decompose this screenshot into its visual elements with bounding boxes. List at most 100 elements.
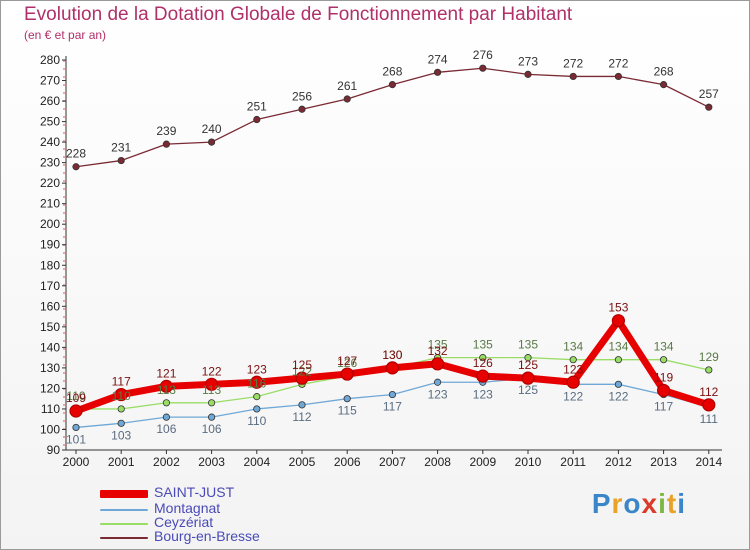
point-montagnat-2007 bbox=[388, 390, 396, 399]
point-ceyz-riat-2009 bbox=[479, 354, 487, 362]
data-label-montagnat-2011: 122 bbox=[563, 389, 583, 403]
point-montagnat-2006 bbox=[343, 395, 351, 403]
point-saint-just-2005 bbox=[295, 371, 309, 385]
y-tick-label-150: 150 bbox=[40, 320, 60, 334]
point-bourg-en-bresse-2002 bbox=[162, 140, 170, 148]
point-bourg-en-bresse-2009 bbox=[479, 64, 487, 72]
y-tick-label-270: 270 bbox=[40, 74, 60, 88]
data-label-saint-just-2000: 109 bbox=[66, 391, 86, 405]
data-label-saint-just-2010: 125 bbox=[518, 358, 538, 372]
data-label-bourg-en-bresse-2008: 274 bbox=[428, 52, 448, 66]
data-label-ceyz-riat-2006: 126 bbox=[337, 356, 357, 370]
point-saint-just-2000 bbox=[69, 404, 83, 418]
data-label-saint-just-2007: 130 bbox=[382, 348, 402, 362]
data-label-montagnat-2012: 122 bbox=[608, 389, 628, 403]
data-label-ceyz-riat-2005: 122 bbox=[292, 364, 312, 378]
data-label-saint-just-2014: 112 bbox=[699, 385, 718, 399]
legend-swatch-bourg-en-bresse bbox=[100, 537, 148, 539]
x-tick-label-2007: 2007 bbox=[379, 455, 406, 469]
data-label-ceyz-riat-2003: 113 bbox=[202, 383, 221, 397]
data-label-ceyz-riat-2012: 134 bbox=[608, 340, 628, 354]
point-bourg-en-bresse-2010 bbox=[524, 70, 532, 78]
data-label-bourg-en-bresse-2013: 268 bbox=[654, 65, 674, 79]
y-tick-label-120: 120 bbox=[40, 381, 60, 395]
data-label-bourg-en-bresse-2005: 256 bbox=[292, 89, 312, 103]
point-ceyz-riat-2011 bbox=[569, 356, 577, 364]
point-bourg-en-bresse-2008 bbox=[433, 68, 442, 76]
data-label-bourg-en-bresse-2004: 251 bbox=[247, 100, 267, 114]
data-label-ceyz-riat-2014: 129 bbox=[699, 350, 719, 364]
y-tick-label-170: 170 bbox=[40, 279, 60, 293]
data-label-bourg-en-bresse-2011: 272 bbox=[563, 56, 583, 70]
data-label-ceyz-riat-2000: 110 bbox=[66, 389, 85, 403]
legend-label-bourg-en-bresse: Bourg-en-Bresse bbox=[154, 528, 260, 544]
chart-title: Evolution de la Dotation Globale de Fonc… bbox=[24, 4, 573, 25]
x-tick-label-2012: 2012 bbox=[605, 455, 632, 469]
point-ceyz-riat-2012 bbox=[614, 356, 623, 364]
data-label-montagnat-2008: 123 bbox=[428, 387, 448, 401]
data-label-montagnat-2004: 110 bbox=[247, 414, 266, 428]
point-montagnat-2002 bbox=[162, 413, 170, 421]
point-saint-just-2002 bbox=[159, 379, 173, 393]
x-tick-label-2000: 2000 bbox=[63, 455, 90, 469]
x-tick-label-2003: 2003 bbox=[198, 455, 225, 469]
point-saint-just-2009 bbox=[476, 369, 490, 383]
data-label-bourg-en-bresse-2012: 272 bbox=[608, 56, 628, 70]
legend-label-ceyzeriat: Ceyzériat bbox=[154, 514, 214, 530]
data-label-saint-just-2008: 132 bbox=[428, 344, 448, 358]
y-tick-label-200: 200 bbox=[40, 217, 60, 231]
y-tick-label-130: 130 bbox=[40, 361, 60, 375]
data-label-saint-just-2011: 123 bbox=[563, 362, 583, 376]
point-saint-just-2004 bbox=[250, 375, 264, 389]
data-label-bourg-en-bresse-2010: 273 bbox=[518, 54, 538, 68]
data-label-ceyz-riat-2004: 116 bbox=[247, 377, 266, 391]
point-ceyz-riat-2001 bbox=[117, 405, 125, 413]
point-ceyz-riat-2003 bbox=[208, 399, 216, 407]
y-tick-label-280: 280 bbox=[40, 53, 60, 67]
data-label-saint-just-2009: 126 bbox=[473, 356, 493, 370]
point-saint-just-2003 bbox=[205, 377, 219, 391]
point-saint-just-2006 bbox=[340, 367, 354, 381]
point-montagnat-2008 bbox=[433, 378, 442, 386]
y-tick-label-110: 110 bbox=[41, 402, 60, 416]
point-bourg-en-bresse-2005 bbox=[298, 105, 306, 113]
legend-label-montagnat: Montagnat bbox=[154, 500, 221, 516]
data-label-saint-just-2005: 125 bbox=[292, 358, 312, 372]
data-label-montagnat-2002: 106 bbox=[156, 422, 176, 436]
y-tick-label-180: 180 bbox=[40, 258, 60, 272]
legend-swatch-montagnat bbox=[100, 509, 148, 511]
point-bourg-en-bresse-2003 bbox=[208, 138, 216, 146]
point-saint-just-2012 bbox=[611, 314, 626, 328]
data-label-ceyz-riat-2002: 113 bbox=[157, 383, 176, 397]
point-ceyz-riat-2002 bbox=[162, 399, 170, 407]
y-tick-label-240: 240 bbox=[40, 135, 60, 149]
data-label-montagnat-2007: 117 bbox=[383, 400, 402, 414]
point-bourg-en-bresse-2006 bbox=[343, 95, 351, 103]
y-tick-label-210: 210 bbox=[40, 197, 60, 211]
data-label-bourg-en-bresse-2009: 276 bbox=[473, 48, 493, 62]
data-label-ceyz-riat-2001: 110 bbox=[112, 389, 131, 403]
chart-subtitle: (en € et par an) bbox=[24, 28, 107, 42]
data-label-bourg-en-bresse-2000: 228 bbox=[66, 147, 86, 161]
x-tick-label-2013: 2013 bbox=[650, 455, 677, 469]
point-ceyz-riat-2004 bbox=[253, 393, 261, 401]
data-label-montagnat-2014: 111 bbox=[700, 412, 719, 426]
x-tick-label-2010: 2010 bbox=[515, 455, 542, 469]
data-label-saint-just-2012: 153 bbox=[608, 301, 628, 315]
point-montagnat-2005 bbox=[298, 401, 306, 409]
data-label-montagnat-2009: 123 bbox=[473, 387, 493, 401]
point-ceyz-riat-2010 bbox=[524, 354, 532, 362]
data-label-montagnat-2003: 106 bbox=[202, 422, 222, 436]
legend-swatch-saint-just bbox=[100, 490, 148, 498]
point-bourg-en-bresse-2007 bbox=[388, 81, 396, 89]
x-tick-label-2008: 2008 bbox=[424, 455, 451, 469]
data-label-montagnat-2001: 103 bbox=[111, 428, 131, 442]
point-bourg-en-bresse-2012 bbox=[614, 72, 623, 81]
point-bourg-en-bresse-2001 bbox=[117, 156, 125, 165]
point-saint-just-2008 bbox=[431, 357, 445, 371]
data-label-bourg-en-bresse-2006: 261 bbox=[337, 79, 357, 93]
data-label-saint-just-2002: 121 bbox=[156, 366, 176, 380]
data-label-saint-just-2003: 122 bbox=[202, 364, 222, 378]
